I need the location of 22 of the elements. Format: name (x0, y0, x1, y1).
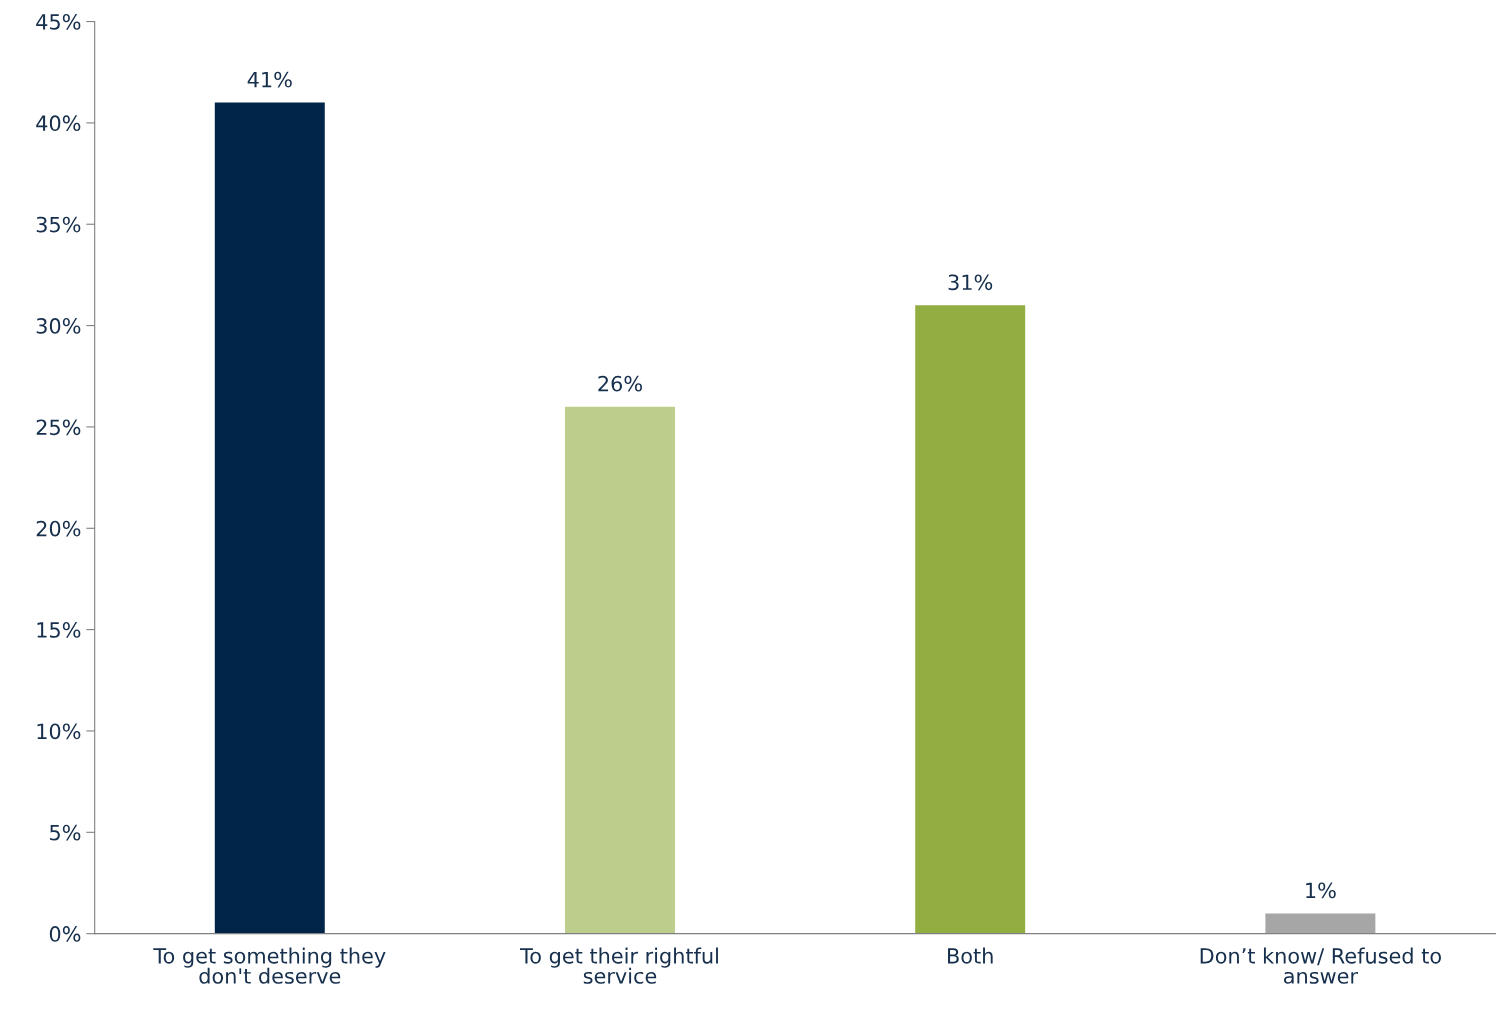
y-tick-label: 0% (49, 926, 81, 942)
bar (565, 406, 675, 934)
data-label: 41% (247, 71, 292, 88)
x-tick-label: To get something they don't deserve (153, 947, 386, 984)
y-tick-label: 25% (36, 419, 81, 436)
data-label: 1% (1306, 882, 1336, 899)
y-tick-label: 40% (36, 115, 81, 132)
y-tick-label: 45% (36, 14, 81, 30)
y-tick-label: 30% (36, 318, 81, 334)
bar (1265, 913, 1376, 934)
x-tick-label: To get their rightful service (520, 947, 718, 984)
x-tick-label: Both (948, 947, 993, 964)
y-tick-label: 20% (36, 520, 81, 537)
x-tick-label: Don’t know/ Refused to answer (1200, 947, 1441, 984)
bar (915, 305, 1026, 934)
bar (214, 102, 325, 934)
y-tick-label: 10% (37, 723, 81, 740)
data-label: 31% (948, 274, 993, 291)
data-label: 26% (598, 375, 642, 392)
y-tick-label: 35% (36, 216, 81, 233)
y-tick-label: 5% (50, 824, 81, 841)
y-tick-label: 15% (37, 622, 81, 638)
